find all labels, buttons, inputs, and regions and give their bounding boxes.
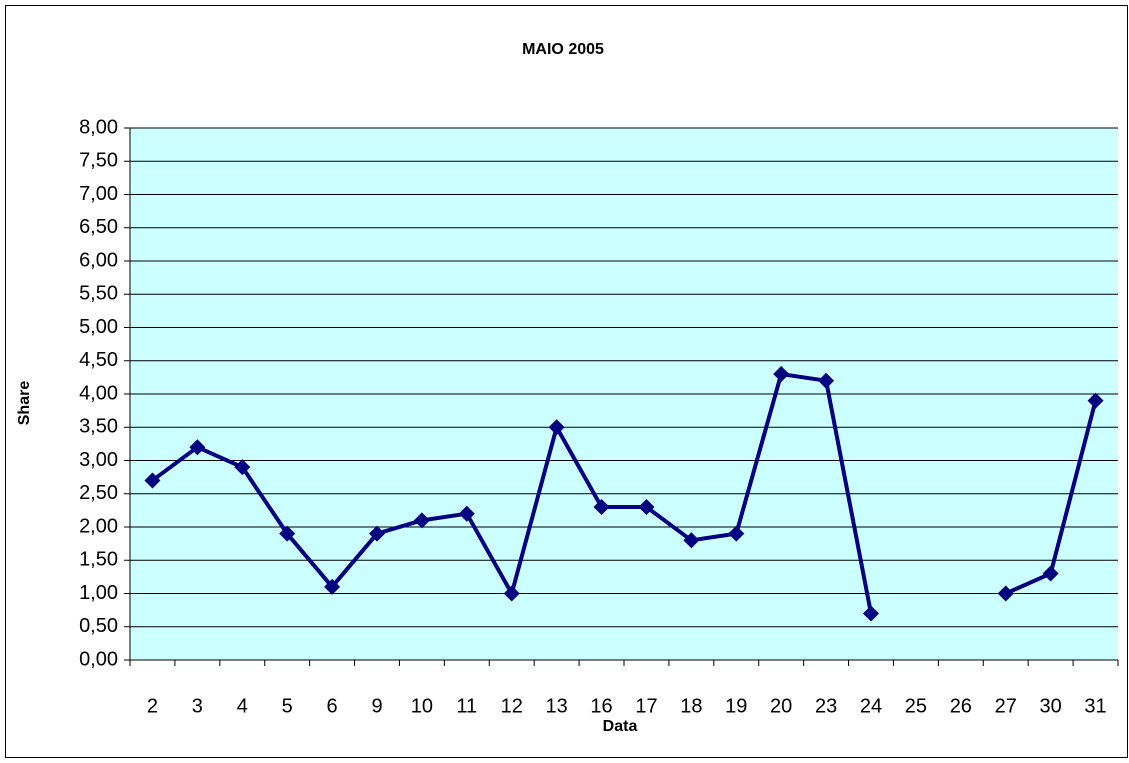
y-tick-label: 0,00 [79,648,118,670]
x-tick-label: 6 [327,695,338,717]
x-tick-label: 9 [371,695,382,717]
x-tick-label: 2 [147,695,158,717]
data-marker [997,585,1014,602]
data-marker [503,585,520,602]
y-tick-label: 5,00 [79,316,118,338]
x-tick-label: 20 [770,695,792,717]
x-tick-label: 5 [282,695,293,717]
x-tick-label: 23 [815,695,837,717]
x-tick-label: 12 [501,695,523,717]
y-tick-label: 7,00 [79,183,118,205]
x-tick-label: 31 [1084,695,1106,717]
y-tick-label: 4,00 [79,382,118,404]
data-marker [863,605,879,622]
data-marker [234,459,251,476]
x-tick-label: 4 [237,695,248,717]
y-tick-label: 2,00 [79,515,118,537]
data-marker [818,372,835,389]
data-marker [683,532,700,549]
x-tick-label: 24 [860,695,882,717]
x-tick-label: 16 [590,695,612,717]
y-tick-label: 1,00 [79,582,118,604]
data-marker [1042,565,1059,582]
data-marker [458,505,475,522]
x-tick-label: 19 [725,695,747,717]
y-tick-label: 4,50 [79,349,118,371]
y-tick-label: 8,00 [79,116,118,138]
x-tick-label: 27 [995,695,1017,717]
x-tick-label: 11 [456,695,477,717]
data-marker [144,472,161,489]
data-marker [189,439,206,456]
y-tick-label: 6,50 [79,216,118,238]
y-tick-label: 7,50 [79,150,118,172]
y-tick-label: 3,50 [79,416,118,438]
x-tick-label: 30 [1040,695,1062,717]
x-axis-label: Data [603,718,638,735]
x-tick-label: 10 [411,695,433,717]
x-tick-label: 25 [905,695,927,717]
y-tick-label: 6,00 [79,249,118,271]
y-tick-label: 5,50 [79,283,118,305]
data-marker [369,525,385,542]
y-tick-label: 1,50 [79,549,118,571]
y-tick-label: 0,50 [79,615,118,637]
x-tick-label: 18 [680,695,702,717]
x-tick-label: 3 [192,695,203,717]
data-marker [638,499,655,516]
chart-title: MAIO 2005 [522,41,604,58]
y-tick-label: 2,50 [79,482,118,504]
data-marker [728,525,745,542]
data-marker [413,512,430,529]
data-marker [279,525,296,542]
x-tick-label: 26 [950,695,972,717]
x-tick-label: 17 [635,695,657,717]
data-marker [548,419,565,436]
data-marker [593,499,610,516]
data-marker [324,578,341,595]
data-marker [773,366,790,383]
y-axis-label: Share [16,381,33,426]
x-tick-label: 13 [546,695,568,717]
y-tick-label: 3,00 [79,449,118,471]
data-marker [1087,392,1104,409]
